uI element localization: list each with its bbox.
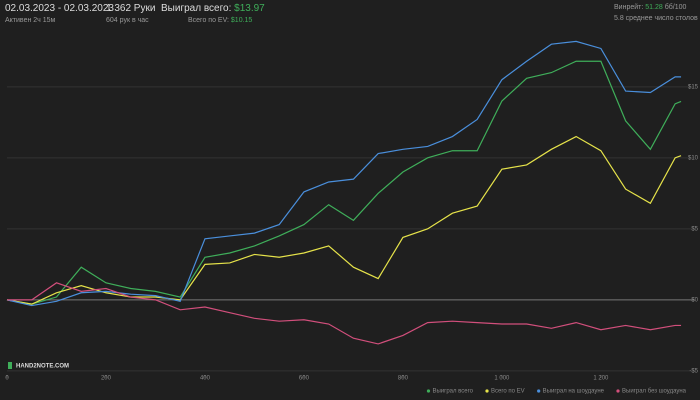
series-line: [6, 135, 682, 305]
series-line: [7, 282, 682, 345]
x-tick-label: 1 000: [494, 376, 510, 382]
active-time: Активен 2ч 15м: [5, 17, 56, 24]
winrate: Винрейт: 51.28 бб/100: [614, 4, 686, 11]
y-tick-label: -$5: [689, 368, 698, 374]
series-line: [6, 40, 682, 307]
label: Выиграл всего:: [161, 3, 232, 14]
legend-marker: [616, 389, 620, 393]
y-tick-label: $5: [691, 226, 698, 232]
x-tick-label: 0: [5, 376, 9, 382]
logo-icon: [8, 362, 12, 369]
label: Винрейт:: [614, 4, 644, 11]
y-tick-label: $10: [688, 155, 699, 161]
logo: HAND2NOTE.COM: [16, 364, 69, 370]
value: $13.97: [234, 3, 265, 14]
label: Всего по EV:: [188, 17, 229, 24]
legend-label: Всего по EV: [491, 389, 525, 395]
legend-label: Выиграл всего: [432, 389, 473, 395]
y-tick-label: $15: [688, 84, 699, 90]
ev-total: Всего по EV: $10.15: [188, 17, 252, 24]
value: $10.15: [230, 17, 253, 24]
legend-marker: [537, 389, 541, 393]
y-tick-label: $0: [691, 297, 698, 303]
legend-marker: [426, 389, 431, 393]
x-tick-label: 400: [200, 376, 211, 382]
series-line: [6, 60, 682, 305]
hands-rate: 604 рук в час: [106, 17, 149, 24]
x-tick-label: 200: [101, 376, 112, 382]
won-total: Выиграл всего: $13.97: [161, 3, 265, 14]
hands: 1 362 Руки: [106, 3, 156, 14]
legend-label: Выиграл без шоудауна: [622, 389, 687, 395]
unit: бб/100: [664, 4, 687, 11]
x-tick-label: 1 200: [593, 376, 609, 382]
x-tick-label: 800: [398, 376, 409, 382]
value: 51.28: [645, 4, 663, 11]
legend-label: Выиграл на шоудауне: [543, 389, 605, 395]
x-tick-label: 600: [299, 376, 310, 382]
date-range: 02.03.2023 - 02.03.2023: [5, 3, 114, 14]
legend-marker: [485, 389, 489, 393]
tables: 5.8 среднее число столов: [614, 15, 698, 22]
